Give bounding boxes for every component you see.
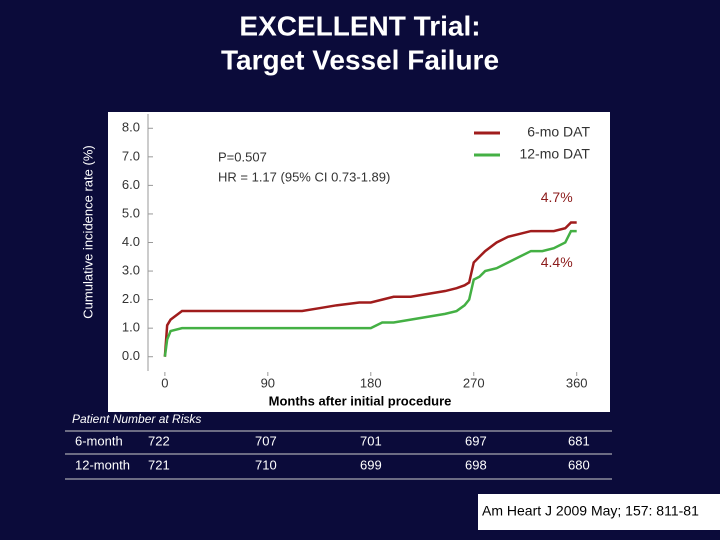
- y-tick-label: 2.0: [122, 291, 140, 306]
- table-cell: 6-month: [75, 433, 123, 448]
- table-cell: 12-month: [75, 457, 130, 472]
- table-cell: 701: [360, 433, 382, 448]
- y-tick-label: 7.0: [122, 148, 140, 163]
- y-tick-label: 8.0: [122, 120, 140, 135]
- x-axis-label: Months after initial procedure: [269, 393, 452, 408]
- y-tick-label: 6.0: [122, 177, 140, 192]
- annotation: HR = 1.17 (95% CI 0.73-1.89): [218, 169, 390, 184]
- table-cell: 698: [465, 457, 487, 472]
- table-cell: 697: [465, 433, 487, 448]
- legend-label: 12-mo DAT: [519, 146, 590, 162]
- x-tick-label: 270: [463, 375, 485, 390]
- value-label: 4.4%: [541, 254, 573, 270]
- citation-box: [478, 494, 720, 530]
- plot: 0.0 1.0 2.0 3.0 4.0 5.0 6.0 7.0 8.0 0 90 180 270 360 4…: [122, 114, 590, 390]
- table-cell: 721: [148, 457, 170, 472]
- risk-table: 6-month 722 707 701 697 681 12-month 721 710 699 6…: [75, 433, 590, 472]
- table-cell: 707: [255, 433, 277, 448]
- y-tick-label: 5.0: [122, 205, 140, 220]
- legend-label: 6-mo DAT: [527, 124, 590, 140]
- citation: Am Heart J 2009 May; 157: 811-81: [482, 503, 699, 519]
- table-cell: 722: [148, 433, 170, 448]
- table-cell: 699: [360, 457, 382, 472]
- risk-table-title: Patient Number at Risks: [72, 412, 201, 426]
- x-tick-label: 0: [161, 375, 168, 390]
- y-tick-label: 3.0: [122, 262, 140, 277]
- annotation: P=0.507: [218, 149, 267, 164]
- table-cell: 710: [255, 457, 277, 472]
- x-tick-label: 180: [360, 375, 382, 390]
- x-tick-label: 360: [566, 375, 588, 390]
- title-line: Target Vessel Failure: [221, 44, 499, 75]
- y-tick-label: 0.0: [122, 348, 140, 363]
- series-line: [163, 229, 577, 357]
- x-tick-label: 90: [261, 375, 275, 390]
- plot-background: [108, 112, 610, 412]
- y-tick-label: 1.0: [122, 320, 140, 335]
- table-cell: 681: [568, 433, 590, 448]
- series-line: [163, 221, 577, 357]
- title-line: EXCELLENT Trial:: [239, 10, 480, 41]
- value-label: 4.7%: [541, 189, 573, 205]
- y-tick-label: 4.0: [122, 234, 140, 249]
- y-axis-label: Cumulative incidence rate (%): [80, 145, 95, 318]
- table-cell: 680: [568, 457, 590, 472]
